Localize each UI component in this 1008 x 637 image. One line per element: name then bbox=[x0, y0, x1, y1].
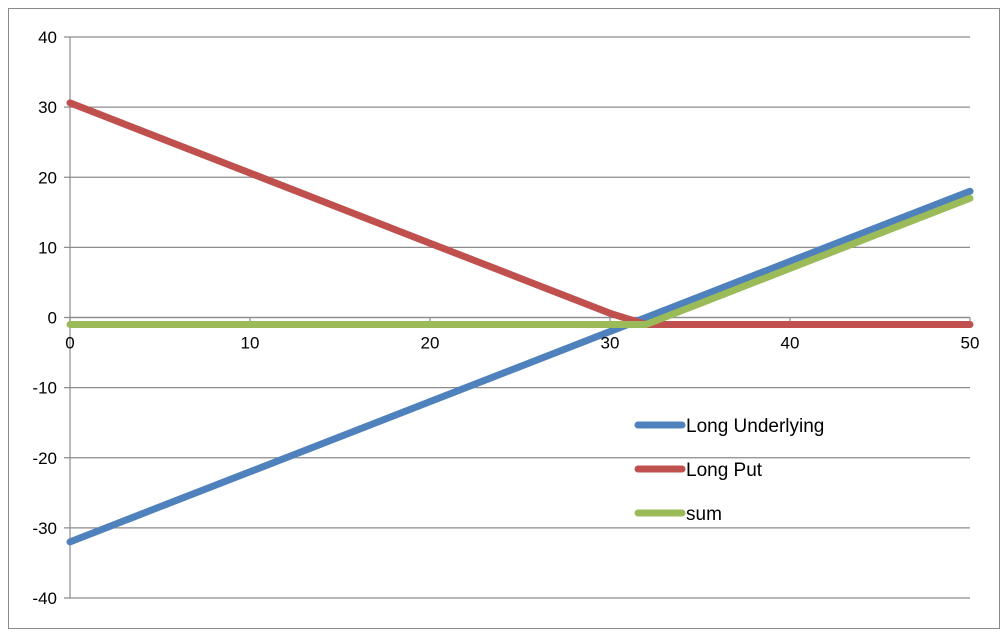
series-line-sum bbox=[66, 194, 974, 328]
x-tick-label: 10 bbox=[241, 334, 260, 353]
axes bbox=[69, 37, 971, 598]
x-tick-label: 50 bbox=[961, 334, 980, 353]
tick-labels: 40 30 20 10 0 -10 -20 -30 -40 0 10 20 30 40 50 bbox=[32, 28, 979, 608]
y-tick-label: -30 bbox=[32, 519, 57, 538]
x-tick-label: 0 bbox=[65, 334, 74, 353]
y-tick-label: -10 bbox=[32, 379, 57, 398]
y-tick-label: 0 bbox=[48, 309, 57, 328]
gridlines bbox=[64, 36, 970, 599]
y-tick-label: -40 bbox=[32, 589, 57, 608]
x-tick-label: 30 bbox=[601, 334, 620, 353]
series-line-long-underlying bbox=[66, 187, 974, 546]
legend-label: Long Underlying bbox=[686, 416, 824, 437]
x-tick-label: 20 bbox=[421, 334, 440, 353]
legend-label: sum bbox=[686, 504, 722, 525]
series-line-long-put bbox=[66, 99, 974, 328]
series-lines bbox=[66, 99, 974, 546]
legend-label: Long Put bbox=[686, 460, 763, 481]
x-tick-label: 40 bbox=[781, 334, 800, 353]
y-tick-label: 10 bbox=[38, 238, 57, 257]
y-tick-label: 30 bbox=[38, 98, 57, 117]
y-tick-label: -20 bbox=[32, 449, 57, 468]
legend: Long Underlying Long Put sum bbox=[634, 416, 824, 525]
y-tick-label: 40 bbox=[38, 28, 57, 47]
y-tick-label: 20 bbox=[38, 168, 57, 187]
chart-frame bbox=[8, 8, 1000, 629]
